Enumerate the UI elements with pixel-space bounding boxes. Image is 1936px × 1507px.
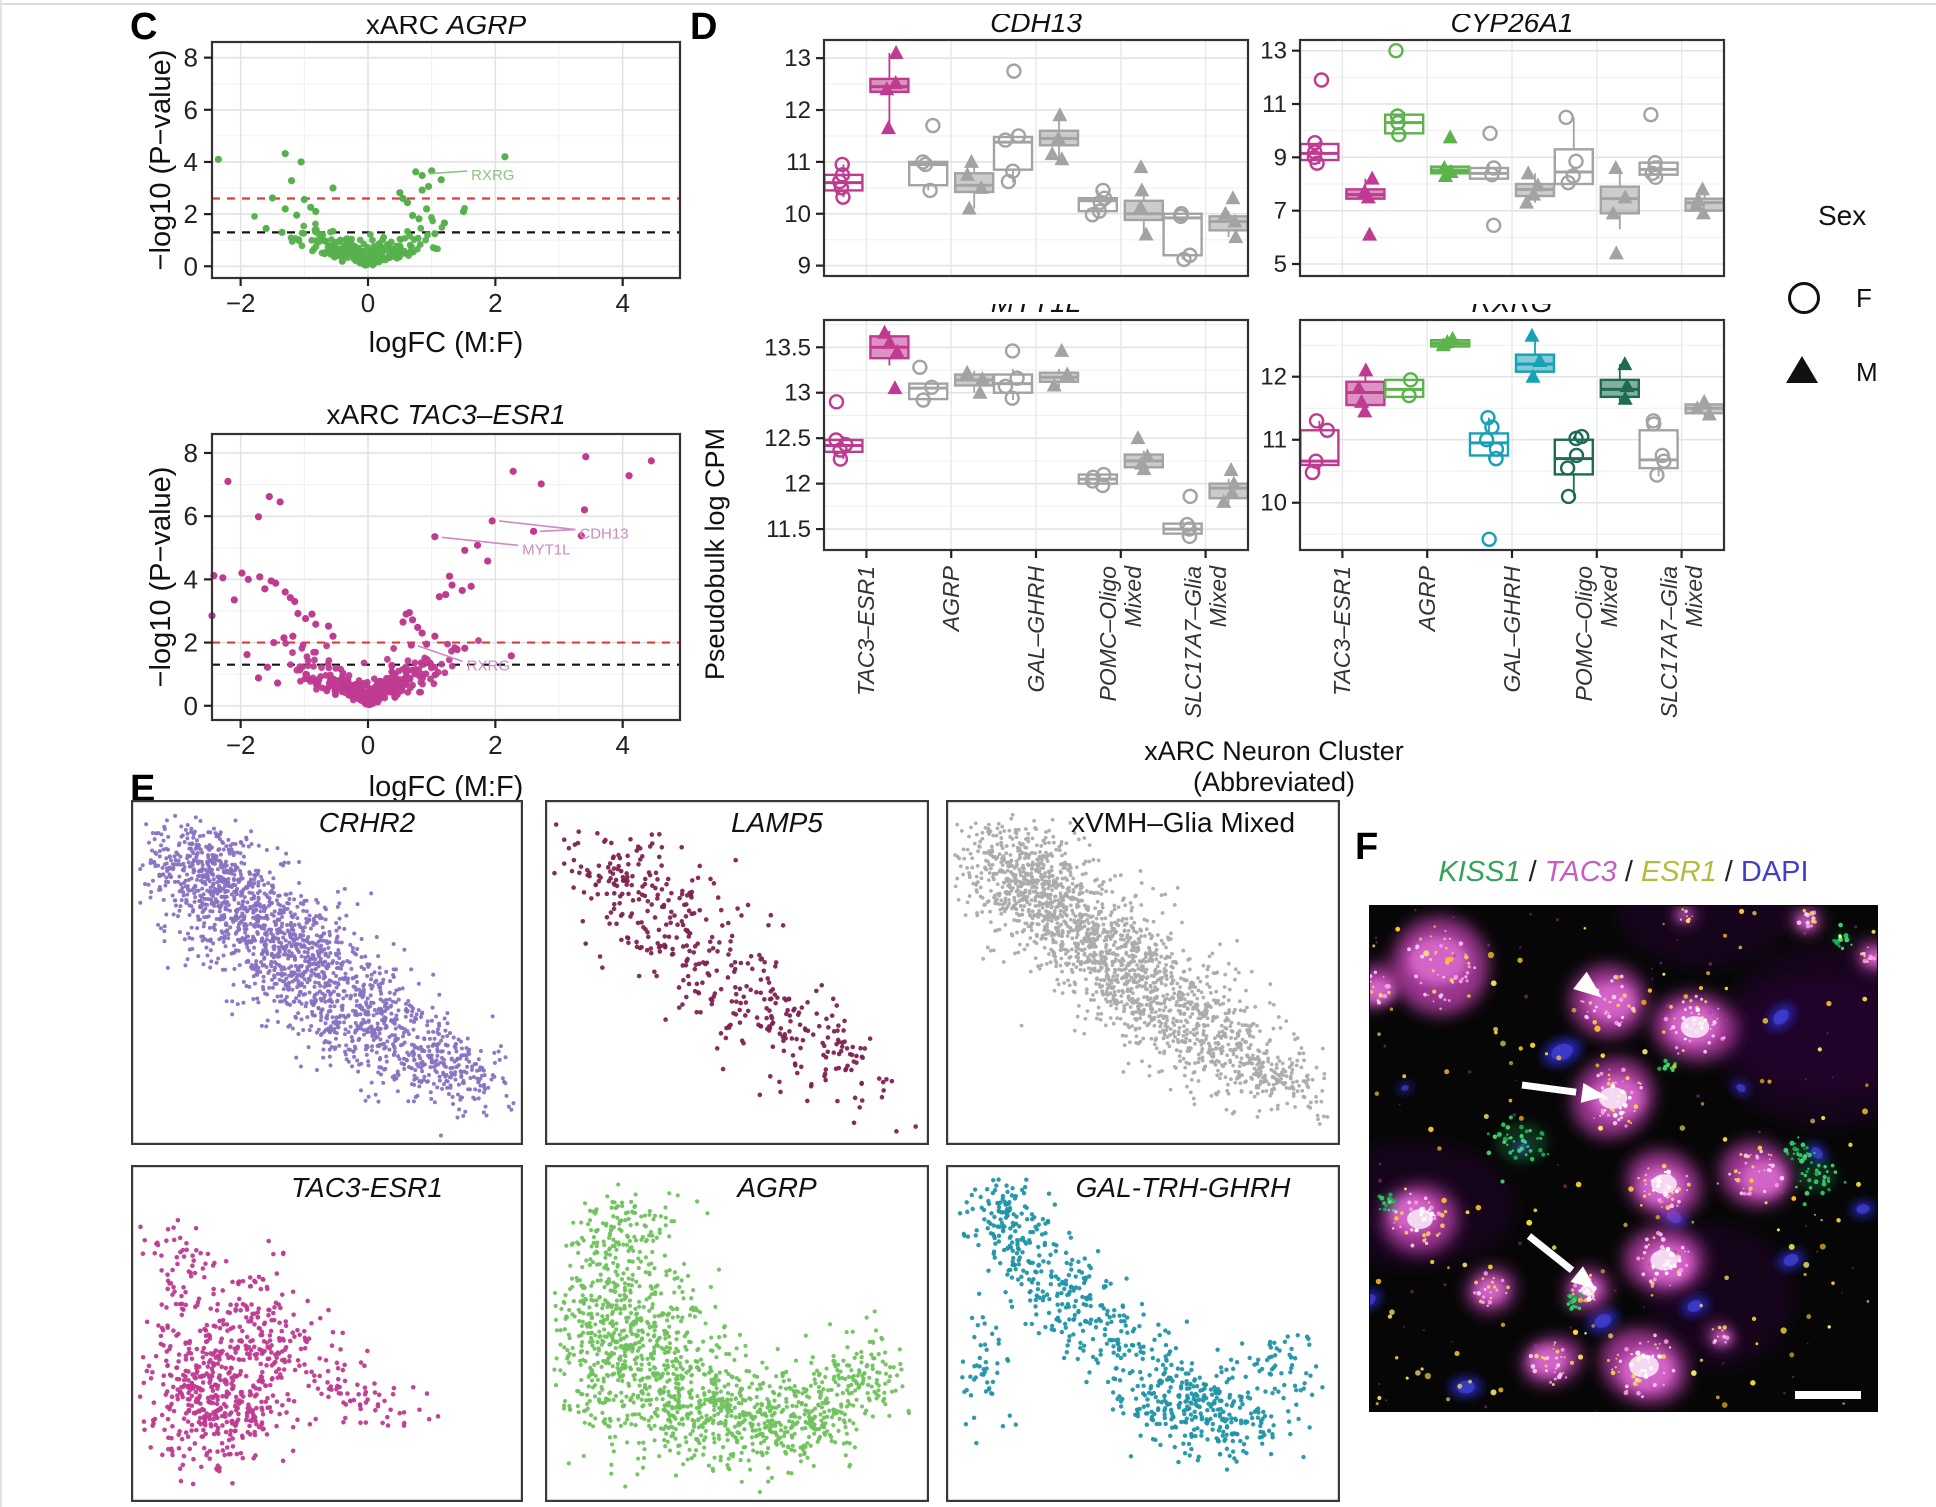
f-legend-kiss1: KISS1 xyxy=(1438,856,1521,888)
svg-text:10: 10 xyxy=(784,201,811,228)
svg-text:RXRG: RXRG xyxy=(1472,304,1553,318)
svg-text:xARC TAC3–ESR1: xARC TAC3–ESR1 xyxy=(326,404,565,430)
svg-text:6: 6 xyxy=(184,95,198,125)
boxplot-myt1l: 11.5 12 12.5 13 13.5 MYT1L xyxy=(764,304,1250,558)
svg-text:7: 7 xyxy=(1274,198,1287,225)
svg-text:−log10 (P−value): −log10 (P−value) xyxy=(148,50,177,271)
female-circle-icon xyxy=(1788,282,1820,314)
d-category-label: AGRP xyxy=(937,566,964,632)
svg-text:4: 4 xyxy=(615,730,629,760)
umap-tac3-esr1: TAC3-ESR1 xyxy=(131,1165,523,1502)
d-category-label: POMC–Oligo Mixed xyxy=(1570,566,1622,702)
sex-legend-f-label: F xyxy=(1856,283,1872,313)
svg-text:11.5: 11.5 xyxy=(766,516,811,543)
svg-text:0: 0 xyxy=(184,691,198,721)
svg-text:13.5: 13.5 xyxy=(764,334,811,361)
d-category-label: TAC3–ESR1 xyxy=(1328,566,1355,696)
f-legend-tac3: TAC3 xyxy=(1544,856,1617,888)
svg-text:0: 0 xyxy=(361,288,375,318)
svg-text:MYT1L: MYT1L xyxy=(991,304,1081,318)
svg-text:11: 11 xyxy=(1262,91,1287,118)
panel-label-d: D xyxy=(690,6,718,48)
svg-text:logFC (M:F): logFC (M:F) xyxy=(369,771,524,803)
svg-text:12: 12 xyxy=(784,471,811,498)
svg-text:12: 12 xyxy=(784,97,811,124)
volcano-plot-agrp: RXRG 0 2 4 6 8 −2 0 2 4 xARC AGRP logFC (M:F) −log10… xyxy=(148,16,682,359)
svg-text:0: 0 xyxy=(184,251,198,281)
svg-text:CDH13: CDH13 xyxy=(579,526,628,543)
microscopy-image xyxy=(1369,905,1878,1412)
svg-text:11: 11 xyxy=(1262,427,1287,454)
volcano-plot-tac3-esr1: CDH13 MYT1L RXRG 0 2 4 6 8 −2 0 2 4 xARC TAC3–ESR1 lo… xyxy=(148,404,682,803)
svg-text:8: 8 xyxy=(184,438,198,468)
d-category-label: SLC17A7–Glia Mixed xyxy=(1179,566,1231,719)
panel-label-c: C xyxy=(130,6,158,48)
svg-text:4: 4 xyxy=(615,288,629,318)
f-legend-esr1: ESR1 xyxy=(1640,856,1717,888)
svg-text:13: 13 xyxy=(784,380,811,407)
f-legend-separator: / xyxy=(1520,856,1545,888)
svg-text:−2: −2 xyxy=(226,288,256,318)
f-legend-dapi: DAPI xyxy=(1740,856,1809,888)
d-x-axis-title: xARC Neuron Cluster (Abbreviated) xyxy=(1144,736,1404,797)
svg-text:4: 4 xyxy=(184,564,198,594)
f-legend-separator: / xyxy=(1616,856,1641,888)
boxplot-rxrg: 10 11 12 RXRG xyxy=(1260,304,1726,558)
boxplot-cdh13: 9 10 11 12 13 CDH13 xyxy=(784,14,1250,280)
svg-text:2: 2 xyxy=(488,730,502,760)
d-category-label: GAL–GHRH xyxy=(1498,566,1525,693)
svg-text:RXRG: RXRG xyxy=(471,167,514,184)
pseudobulk-axis-label: Pseudobulk log CPM xyxy=(700,428,730,681)
sex-legend-m-label: M xyxy=(1856,357,1878,387)
svg-text:13: 13 xyxy=(1260,38,1287,65)
boxplot-cyp26a1: 5 7 9 11 13 CYP26A1 xyxy=(1260,14,1726,278)
svg-text:12.5: 12.5 xyxy=(764,425,811,452)
svg-text:2: 2 xyxy=(488,288,502,318)
umap-xvmh-glia-mixed: xVMH–Glia Mixed xyxy=(946,800,1340,1145)
d-category-label: GAL–GHRH xyxy=(1022,566,1049,693)
umap-lamp5: LAMP5 xyxy=(545,800,929,1145)
svg-text:5: 5 xyxy=(1274,251,1287,278)
d-category-label: AGRP xyxy=(1413,566,1440,632)
umap-gal-trh-ghrh: GAL-TRH-GHRH xyxy=(946,1165,1340,1502)
svg-text:LAMP5: LAMP5 xyxy=(731,807,823,838)
svg-text:8: 8 xyxy=(184,43,198,73)
svg-text:CYP26A1: CYP26A1 xyxy=(1451,14,1574,38)
svg-text:−log10 (P−value): −log10 (P−value) xyxy=(148,467,177,688)
panel-label-f: F xyxy=(1355,826,1379,868)
d-category-label: POMC–Oligo Mixed xyxy=(1094,566,1146,702)
umap-agrp: AGRP xyxy=(545,1165,929,1502)
sex-legend-title: Sex xyxy=(1818,200,1867,231)
male-triangle-icon xyxy=(1786,356,1818,383)
svg-text:9: 9 xyxy=(1274,144,1287,171)
d-category-label: TAC3–ESR1 xyxy=(852,566,879,696)
svg-text:logFC (M:F): logFC (M:F) xyxy=(369,327,524,359)
svg-text:13: 13 xyxy=(784,45,811,72)
svg-text:0: 0 xyxy=(361,730,375,760)
svg-text:MYT1L: MYT1L xyxy=(522,541,570,558)
svg-text:2: 2 xyxy=(184,628,198,658)
svg-text:10: 10 xyxy=(1260,490,1287,517)
svg-text:12: 12 xyxy=(1260,364,1287,391)
svg-text:xARC AGRP: xARC AGRP xyxy=(366,16,527,40)
svg-text:RXRG: RXRG xyxy=(467,657,510,674)
f-stain-legend: KISS1 / TAC3 / ESR1 / DAPI xyxy=(1369,856,1878,889)
svg-text:11: 11 xyxy=(786,149,811,176)
svg-text:2: 2 xyxy=(184,199,198,229)
svg-text:6: 6 xyxy=(184,501,198,531)
svg-text:9: 9 xyxy=(798,253,811,280)
svg-text:−2: −2 xyxy=(226,730,256,760)
f-legend-separator: / xyxy=(1716,856,1741,888)
svg-text:CDH13: CDH13 xyxy=(990,14,1082,38)
svg-text:CRHR2: CRHR2 xyxy=(319,807,416,838)
umap-crhr2: CRHR2 xyxy=(131,800,523,1145)
d-category-label: SLC17A7–Glia Mixed xyxy=(1655,566,1707,719)
svg-text:4: 4 xyxy=(184,147,198,177)
